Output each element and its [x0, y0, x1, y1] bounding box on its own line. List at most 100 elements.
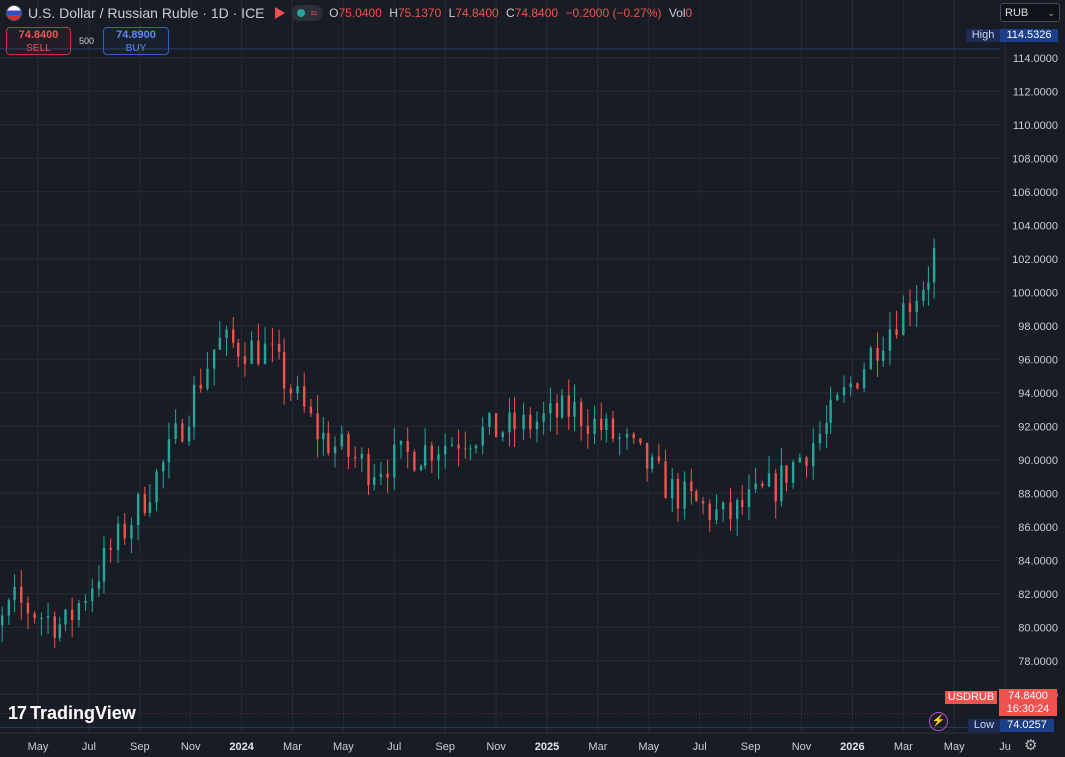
candle-body[interactable]: [481, 426, 484, 446]
candle-body[interactable]: [155, 471, 158, 503]
candle-body[interactable]: [148, 502, 152, 514]
candle-body[interactable]: [464, 448, 467, 450]
candle-body[interactable]: [573, 402, 576, 417]
candle-body[interactable]: [664, 461, 667, 499]
candle-body[interactable]: [695, 491, 698, 501]
candle-body[interactable]: [116, 523, 120, 550]
quantity-value[interactable]: 500: [79, 36, 95, 46]
candle-body[interactable]: [386, 473, 389, 478]
candle-body[interactable]: [379, 473, 383, 478]
candle-body[interactable]: [915, 300, 918, 313]
candle-body[interactable]: [53, 616, 56, 638]
currency-select[interactable]: RUB ⌄: [1000, 3, 1060, 22]
candle-body[interactable]: [423, 445, 427, 466]
candle-body[interactable]: [430, 445, 434, 461]
candle-body[interactable]: [303, 386, 306, 407]
candle-body[interactable]: [123, 523, 126, 539]
candle-body[interactable]: [555, 403, 559, 418]
candle-body[interactable]: [611, 418, 615, 439]
candle-body[interactable]: [263, 343, 267, 364]
market-status-pill[interactable]: ≈: [290, 5, 324, 21]
candle-body[interactable]: [373, 477, 376, 486]
candle-body[interactable]: [513, 412, 516, 430]
candle-body[interactable]: [842, 387, 846, 396]
candle-body[interactable]: [444, 445, 447, 455]
candle-body[interactable]: [529, 414, 532, 430]
candle-body[interactable]: [250, 340, 253, 364]
candle-body[interactable]: [729, 502, 732, 519]
candle-body[interactable]: [353, 456, 357, 459]
candle-body[interactable]: [413, 451, 416, 471]
candle-body[interactable]: [922, 289, 925, 301]
candle-body[interactable]: [690, 481, 693, 492]
candle-body[interactable]: [143, 494, 147, 514]
candle-body[interactable]: [58, 624, 61, 638]
candle-body[interactable]: [829, 399, 832, 423]
candle-body[interactable]: [187, 426, 191, 442]
candle-body[interactable]: [856, 383, 859, 389]
candle-body[interactable]: [333, 446, 337, 454]
sell-button[interactable]: 74.8400 SELL: [6, 27, 71, 55]
candle-body[interactable]: [406, 440, 409, 452]
symbol-title[interactable]: U.S. Dollar / Russian Ruble · 1D · ICE: [28, 5, 265, 21]
candle-body[interactable]: [130, 524, 133, 539]
candle-body[interactable]: [257, 340, 260, 364]
candle-body[interactable]: [327, 433, 330, 454]
candle-body[interactable]: [109, 547, 112, 550]
candle-body[interactable]: [825, 422, 828, 435]
red-flag-icon[interactable]: [274, 7, 285, 19]
candle-body[interactable]: [579, 402, 583, 426]
candle-body[interactable]: [296, 386, 299, 394]
candle-body[interactable]: [849, 383, 852, 388]
candle-body[interactable]: [508, 412, 511, 433]
price-axis[interactable]: 76.000078.000080.000082.000084.000086.00…: [1012, 53, 1058, 702]
candle-body[interactable]: [882, 350, 885, 361]
candle-body[interactable]: [277, 343, 281, 352]
candle-body[interactable]: [650, 456, 654, 469]
candle-body[interactable]: [46, 616, 50, 618]
candle-body[interactable]: [869, 347, 873, 370]
candle-body[interactable]: [84, 601, 87, 604]
candle-body[interactable]: [488, 413, 491, 427]
candle-body[interactable]: [535, 421, 539, 430]
candle-body[interactable]: [437, 454, 440, 461]
candle-body[interactable]: [282, 351, 286, 389]
candle-body[interactable]: [683, 481, 686, 509]
candle-body[interactable]: [494, 413, 498, 438]
candle-body[interactable]: [645, 443, 649, 469]
candle-body[interactable]: [895, 329, 898, 336]
candle-body[interactable]: [136, 494, 140, 525]
candle-body[interactable]: [927, 282, 930, 290]
candle-body[interactable]: [167, 438, 171, 463]
settings-gear-icon[interactable]: ⚙: [1024, 737, 1038, 754]
candle-body[interactable]: [836, 395, 839, 400]
candle-body[interactable]: [560, 395, 564, 418]
candle-body[interactable]: [501, 432, 504, 438]
candle-body[interactable]: [218, 338, 222, 350]
candle-body[interactable]: [64, 609, 67, 625]
candle-body[interactable]: [450, 444, 454, 446]
candle-body[interactable]: [549, 403, 552, 414]
candle-body[interactable]: [625, 433, 629, 438]
buy-button[interactable]: 74.8900 BUY: [103, 27, 169, 55]
tradingview-logo[interactable]: 17 TradingView: [8, 703, 136, 724]
candle-body[interactable]: [639, 438, 642, 444]
candle-body[interactable]: [791, 462, 795, 483]
candle-body[interactable]: [708, 503, 711, 521]
candle-body[interactable]: [567, 395, 570, 417]
candle-body[interactable]: [309, 406, 313, 414]
candle-body[interactable]: [289, 388, 293, 394]
candle-body[interactable]: [542, 413, 545, 422]
candle-body[interactable]: [818, 434, 822, 444]
candle-body[interactable]: [932, 247, 936, 283]
candle-body[interactable]: [70, 609, 74, 621]
candle-body[interactable]: [754, 483, 757, 490]
candle-body[interactable]: [0, 615, 4, 626]
candle-body[interactable]: [657, 456, 661, 462]
candle-body[interactable]: [774, 473, 777, 502]
candle-body[interactable]: [798, 457, 802, 463]
candle-body[interactable]: [40, 617, 43, 619]
candle-body[interactable]: [316, 413, 319, 440]
